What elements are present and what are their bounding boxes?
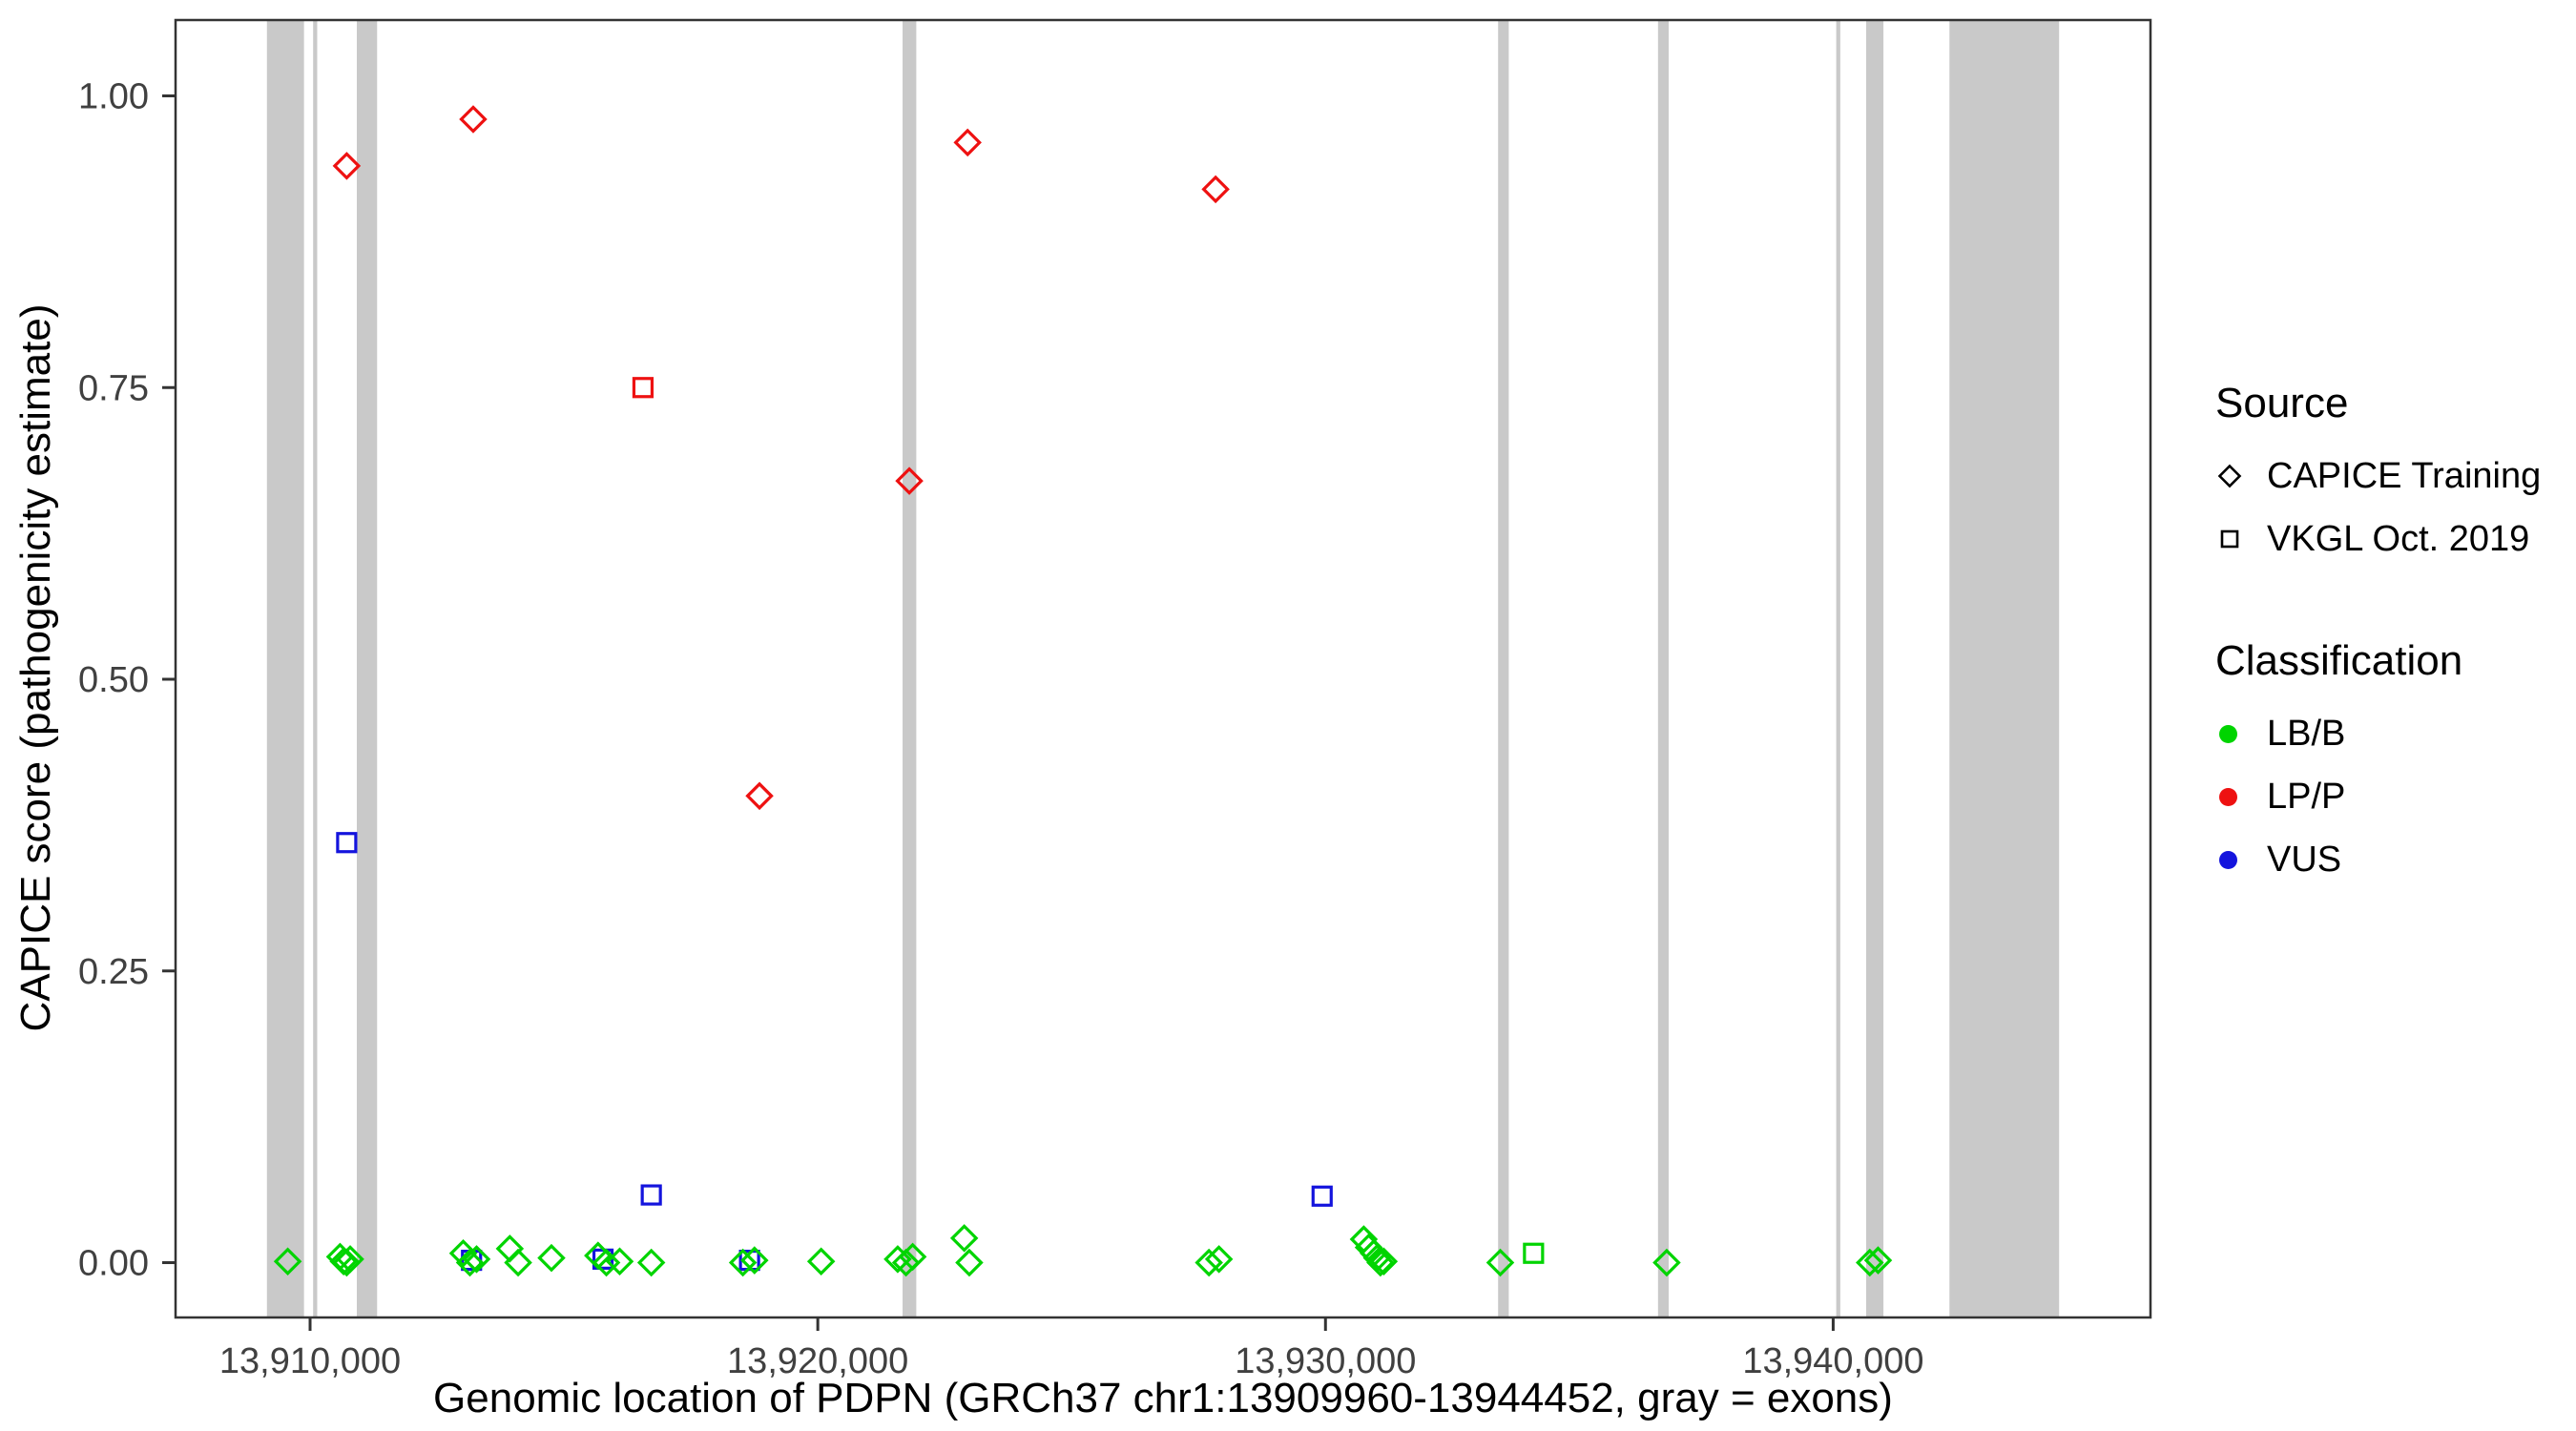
y-tick-label: 0.25 [78, 952, 149, 992]
panel-border [174, 18, 2152, 1319]
data-point-diamond [891, 1248, 921, 1277]
data-point-diamond [883, 1245, 912, 1274]
legend-item-lbb: LB/B [2215, 710, 2541, 757]
data-point-diamond [728, 1248, 758, 1277]
exon-band [1949, 20, 2060, 1317]
data-point-square [632, 377, 654, 399]
exon-band [266, 20, 304, 1317]
red-dot-icon [2215, 787, 2254, 806]
data-point-square [1523, 1242, 1545, 1264]
legend-label-vus: VUS [2267, 839, 2342, 880]
exon-band [903, 20, 917, 1317]
x-axis-title: Genomic location of PDPN (GRCh37 chr1:13… [433, 1375, 1893, 1421]
data-point-diamond [504, 1248, 532, 1277]
y-axis-title: CAPICE score (pathogenicity estimate) [12, 303, 59, 1032]
green-dot-icon [2215, 724, 2254, 743]
exon-band [1657, 20, 1670, 1317]
data-point-diamond [636, 1248, 666, 1277]
data-point-square [336, 832, 358, 854]
exon-band [1866, 20, 1884, 1317]
legend-label-lbb: LB/B [2267, 713, 2346, 754]
data-point-diamond [953, 128, 982, 157]
x-tick-label: 13,930,000 [1235, 1341, 1416, 1381]
data-point-diamond [1369, 1247, 1399, 1276]
data-point-diamond [273, 1247, 302, 1276]
data-point-diamond [1652, 1248, 1681, 1277]
diamond-key-icon [2215, 462, 2254, 490]
data-point-square [1311, 1185, 1333, 1207]
data-point-diamond [448, 1238, 478, 1268]
data-point-diamond [1204, 1245, 1234, 1274]
data-point-diamond [592, 1248, 621, 1277]
data-point-diamond [462, 1245, 491, 1274]
y-tick-label: 0.00 [78, 1244, 149, 1284]
data-point-diamond [740, 1246, 769, 1275]
data-point-diamond [1485, 1248, 1515, 1277]
y-tick-label: 0.50 [78, 660, 149, 700]
x-tick-label: 13,920,000 [727, 1341, 908, 1381]
data-point-diamond [336, 1245, 364, 1274]
square-key-icon [2215, 525, 2254, 553]
y-tick-label: 1.00 [78, 76, 149, 116]
legend-item-capice-training: CAPICE Training [2215, 452, 2541, 500]
data-point-diamond [459, 105, 488, 134]
exon-band [1498, 20, 1509, 1317]
x-tick-label: 13,910,000 [219, 1341, 401, 1381]
data-point-diamond [898, 1242, 927, 1272]
blue-dot-icon [2215, 850, 2254, 869]
data-point-diamond [949, 1224, 979, 1253]
data-point-diamond [745, 781, 774, 811]
data-point-diamond [955, 1248, 984, 1277]
legend-label-vkgl: VKGL Oct. 2019 [2267, 518, 2530, 559]
data-point-diamond [332, 152, 362, 180]
data-point-diamond [1856, 1248, 1884, 1277]
exon-band [313, 20, 318, 1317]
data-point-diamond [455, 1248, 485, 1277]
legend-item-lpp: LP/P [2215, 773, 2541, 820]
data-point-diamond [895, 467, 924, 495]
data-point-diamond [1201, 175, 1230, 204]
data-point-square [640, 1184, 662, 1206]
data-point-diamond [1366, 1248, 1395, 1277]
legend-source-block: Source CAPICE Training VKGL Oct. 2019 [2215, 380, 2541, 563]
x-tick-label: 13,940,000 [1742, 1341, 1923, 1381]
exon-band [1836, 20, 1840, 1317]
legend-item-vkgl: VKGL Oct. 2019 [2215, 515, 2541, 563]
data-point-diamond [537, 1243, 566, 1273]
data-point-diamond [584, 1241, 613, 1270]
legend-classification-block: Classification LB/B LP/P VUS [2215, 637, 2541, 883]
data-point-diamond [605, 1247, 634, 1276]
legend-item-vus: VUS [2215, 836, 2541, 883]
legend-source-title: Source [2215, 380, 2349, 426]
legend-label-lpp: LP/P [2267, 776, 2346, 817]
legend-label-capice-training: CAPICE Training [2267, 455, 2542, 496]
y-tick-label: 0.75 [78, 368, 149, 408]
data-point-diamond [1863, 1246, 1893, 1275]
data-point-diamond [806, 1247, 836, 1276]
legend: Source CAPICE Training VKGL Oct. 2019 [2215, 380, 2541, 899]
exon-band [356, 20, 378, 1317]
legend-classification-title: Classification [2215, 637, 2463, 684]
data-point-diamond [1195, 1248, 1223, 1277]
